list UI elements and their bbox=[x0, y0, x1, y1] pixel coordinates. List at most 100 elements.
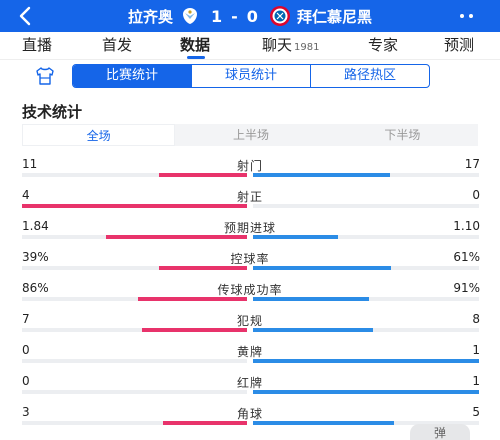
match-header: 拉齐奥 1 - 0 拜仁慕尼黑 bbox=[0, 0, 500, 37]
home-score: 1 bbox=[211, 6, 224, 26]
bayern-crest-icon bbox=[269, 6, 290, 26]
stat-row-pass-accuracy: 86% 传球成功率 91% bbox=[0, 281, 500, 313]
stat-label: 控球率 bbox=[230, 252, 270, 266]
home-bar bbox=[158, 173, 247, 177]
home-track bbox=[22, 328, 247, 332]
chat-count: 1981 bbox=[294, 42, 320, 53]
home-track bbox=[22, 297, 247, 301]
tab-match-stats[interactable]: 比赛统计 bbox=[73, 65, 191, 87]
home-bar bbox=[137, 297, 247, 301]
match-scoreline: 拉齐奥 1 - 0 拜仁慕尼黑 bbox=[128, 0, 408, 32]
home-value: 4 bbox=[22, 188, 30, 202]
section-title: 技术统计 bbox=[22, 103, 83, 121]
stat-label: 射正 bbox=[236, 190, 263, 204]
stat-row-red-cards: 0 红牌 1 bbox=[0, 374, 500, 406]
away-bar bbox=[253, 390, 479, 394]
home-track bbox=[22, 266, 247, 270]
tab-first-half[interactable]: 上半场 bbox=[232, 128, 269, 142]
away-track bbox=[253, 421, 479, 425]
stat-label: 射门 bbox=[236, 159, 263, 173]
away-track bbox=[253, 235, 479, 239]
stat-label: 预期进球 bbox=[223, 221, 276, 235]
stat-row-corners: 3 角球 5 bbox=[0, 405, 500, 437]
home-value: 0 bbox=[22, 374, 30, 388]
home-bar bbox=[141, 328, 247, 332]
away-team-name[interactable]: 拜仁慕尼黑 bbox=[296, 7, 372, 26]
stat-label: 传球成功率 bbox=[217, 283, 283, 297]
stat-row-shots-on-target: 4 射正 0 bbox=[0, 188, 500, 220]
tab-second-half[interactable]: 下半场 bbox=[384, 128, 421, 142]
away-bar bbox=[253, 297, 370, 301]
away-value: 1.10 bbox=[453, 219, 480, 233]
home-value: 1.84 bbox=[22, 219, 49, 233]
away-value: 0 bbox=[472, 188, 480, 202]
stat-row-fouls: 7 犯规 8 bbox=[0, 312, 500, 344]
stats-type-segment: 比赛统计 球员统计 路径热区 bbox=[72, 64, 430, 88]
away-score: 0 bbox=[246, 6, 259, 26]
away-track bbox=[253, 390, 479, 394]
danmaku-button[interactable]: 弹 bbox=[410, 424, 470, 440]
tab-heatmap[interactable]: 路径热区 bbox=[310, 65, 429, 87]
away-value: 17 bbox=[464, 157, 480, 171]
tab-expert[interactable]: 专家 bbox=[368, 36, 399, 54]
away-bar bbox=[253, 359, 479, 363]
active-tab-indicator bbox=[187, 56, 205, 59]
back-arrow-icon[interactable] bbox=[14, 4, 36, 28]
away-bar bbox=[253, 328, 374, 332]
home-value: 3 bbox=[22, 405, 30, 419]
stat-label: 角球 bbox=[236, 407, 263, 421]
home-bar bbox=[106, 235, 247, 239]
away-value: 61% bbox=[453, 250, 480, 264]
tab-lineup[interactable]: 首发 bbox=[102, 36, 133, 54]
away-bar bbox=[253, 266, 391, 270]
period-tabs: 全场 上半场 下半场 bbox=[22, 124, 478, 146]
stat-label: 黄牌 bbox=[236, 345, 263, 359]
away-track bbox=[253, 204, 479, 208]
jersey-icon[interactable] bbox=[34, 66, 56, 86]
home-value: 39% bbox=[22, 250, 49, 264]
divider bbox=[0, 59, 500, 60]
home-track bbox=[22, 421, 247, 425]
home-bar bbox=[22, 204, 247, 208]
away-value: 91% bbox=[453, 281, 480, 295]
away-track bbox=[253, 328, 479, 332]
tab-player-stats[interactable]: 球员统计 bbox=[191, 65, 310, 87]
tab-data[interactable]: 数据 bbox=[180, 36, 211, 54]
home-value: 7 bbox=[22, 312, 30, 326]
main-tabs: 直播 首发 数据 聊天 1981 专家 预测 bbox=[0, 32, 500, 59]
tab-prediction[interactable]: 预测 bbox=[444, 36, 475, 54]
stat-row-expected-goals: 1.84 预期进球 1.10 bbox=[0, 219, 500, 251]
stat-row-yellow-cards: 0 黄牌 1 bbox=[0, 343, 500, 375]
stat-label: 犯规 bbox=[236, 314, 263, 328]
home-value: 0 bbox=[22, 343, 30, 357]
stat-row-shots: 11 射门 17 bbox=[0, 157, 500, 189]
away-track bbox=[253, 173, 479, 177]
away-bar bbox=[253, 173, 391, 177]
tab-chat[interactable]: 聊天 1981 bbox=[262, 36, 320, 54]
home-track bbox=[22, 359, 247, 363]
home-track bbox=[22, 235, 247, 239]
stat-row-possession: 39% 控球率 61% bbox=[0, 250, 500, 282]
home-track bbox=[22, 390, 247, 394]
tab-full-match[interactable]: 全场 bbox=[22, 124, 176, 146]
home-bar bbox=[159, 266, 247, 270]
away-value: 1 bbox=[472, 374, 480, 388]
home-track bbox=[22, 204, 247, 208]
tab-live[interactable]: 直播 bbox=[22, 36, 53, 54]
score-separator: - bbox=[231, 6, 239, 26]
away-bar bbox=[253, 235, 338, 239]
home-track bbox=[22, 173, 247, 177]
home-value: 86% bbox=[22, 281, 49, 295]
more-options-icon[interactable] bbox=[460, 14, 486, 37]
away-value: 8 bbox=[472, 312, 480, 326]
away-track bbox=[253, 297, 479, 301]
away-track bbox=[253, 266, 479, 270]
away-value: 1 bbox=[472, 343, 480, 357]
home-team-name[interactable]: 拉齐奥 bbox=[128, 7, 174, 26]
away-value: 5 bbox=[472, 405, 480, 419]
stat-label: 红牌 bbox=[236, 376, 263, 390]
away-track bbox=[253, 359, 479, 363]
lazio-crest-icon bbox=[183, 8, 198, 24]
home-bar bbox=[162, 421, 247, 425]
away-bar bbox=[253, 421, 395, 425]
